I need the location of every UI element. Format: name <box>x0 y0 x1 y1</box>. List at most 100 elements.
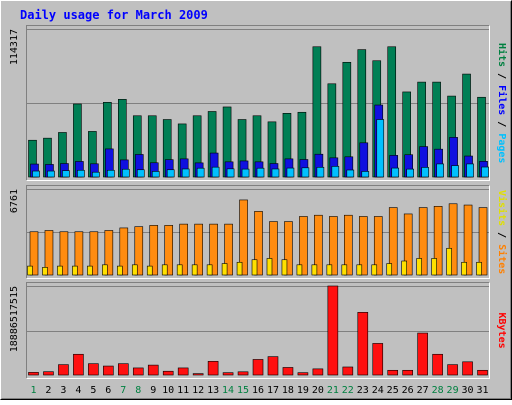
bar-sites-day-7 <box>117 265 123 276</box>
bar-sites-day-18 <box>281 259 288 276</box>
x-tick-label-day-22: 22 <box>342 385 354 396</box>
bar-visits-day-20 <box>314 214 323 276</box>
panel-hits-files-pages-border-light <box>26 25 490 181</box>
panel-visits-sites-legend: Visits / Sites <box>496 190 508 274</box>
panel-visits-sites-border-light <box>26 185 490 279</box>
bar-kbytes-day-1 <box>28 372 39 376</box>
bar-sites-day-20 <box>311 264 318 276</box>
bar-kbytes-day-11 <box>177 367 189 376</box>
bar-sites-day-22 <box>341 264 348 276</box>
x-tick-label-day-15: 15 <box>237 385 249 396</box>
bar-pages-day-11 <box>181 168 190 178</box>
bar-kbytes-day-21 <box>327 285 339 376</box>
frame-shadow-inner <box>1 1 511 399</box>
bar-kbytes-day-10 <box>162 370 174 376</box>
legend-kbytes: KBytes <box>496 313 507 349</box>
x-tick-label-day-26: 26 <box>402 385 414 396</box>
bar-visits-day-10 <box>164 225 174 276</box>
bar-visits-day-19 <box>299 216 308 276</box>
bar-pages-day-31 <box>481 166 489 178</box>
x-tick-label-day-6: 6 <box>105 385 111 396</box>
bar-pages-day-17 <box>271 168 280 178</box>
x-tick-label-day-20: 20 <box>312 385 324 396</box>
bar-kbytes-day-29 <box>447 364 458 376</box>
bar-sites-day-24 <box>371 264 378 276</box>
bar-sites-day-4 <box>72 265 78 276</box>
x-tick-label-day-9: 9 <box>150 385 156 396</box>
bar-visits-day-7 <box>119 227 129 276</box>
bar-sites-day-13 <box>206 264 213 276</box>
bar-sites-day-17 <box>266 258 273 276</box>
bar-sites-day-31 <box>476 261 482 276</box>
bar-visits-day-13 <box>209 223 218 276</box>
bar-visits-day-16 <box>254 211 263 276</box>
bar-visits-day-27 <box>418 207 428 276</box>
x-tick-label-day-18: 18 <box>282 385 294 396</box>
bar-sites-day-27 <box>416 258 422 276</box>
bar-kbytes-day-28 <box>432 353 443 376</box>
bar-pages-day-9 <box>151 171 160 178</box>
x-tick-label-day-23: 23 <box>357 385 369 396</box>
bar-pages-day-21 <box>331 166 340 178</box>
bar-sites-day-14 <box>221 263 228 276</box>
panel-visits-sites-border-dark <box>26 185 490 279</box>
bar-kbytes-day-18 <box>282 367 294 376</box>
x-tick-label-day-5: 5 <box>90 385 96 396</box>
bar-visits-day-25 <box>388 207 398 276</box>
bar-kbytes-day-16 <box>252 359 264 376</box>
x-tick-label-day-29: 29 <box>447 385 459 396</box>
panel-kbytes-border-light <box>26 282 490 379</box>
legend-sites: Sites <box>496 244 508 274</box>
bar-sites-day-25 <box>386 263 393 276</box>
bar-visits-day-17 <box>269 221 278 276</box>
bar-pages-day-6 <box>107 169 115 178</box>
bar-visits-day-8 <box>134 226 144 276</box>
panel-hits-files-pages-axis-max-label: 114317 <box>9 29 20 65</box>
bar-kbytes-day-20 <box>312 368 324 376</box>
x-tick-label-day-27: 27 <box>417 385 429 396</box>
bar-sites-day-29 <box>446 247 452 276</box>
bar-kbytes-day-7 <box>118 363 129 376</box>
x-tick-label-day-13: 13 <box>207 385 219 396</box>
legend-pages: Pages <box>496 133 507 163</box>
panel-kbytes-axis-max-label: 18886517515 <box>9 286 20 352</box>
bar-pages-day-15 <box>241 168 250 178</box>
bar-kbytes-day-22 <box>342 366 354 376</box>
bar-pages-day-12 <box>196 167 205 178</box>
bar-sites-day-1 <box>27 265 33 276</box>
bar-sites-day-16 <box>251 259 258 276</box>
x-tick-label-day-25: 25 <box>387 385 399 396</box>
bar-visits-day-24 <box>373 216 383 276</box>
x-tick-label-day-17: 17 <box>267 385 279 396</box>
bar-kbytes-day-3 <box>58 364 69 376</box>
x-tick-label-day-31: 31 <box>476 385 488 396</box>
bar-kbytes-day-26 <box>402 369 413 376</box>
bar-sites-day-19 <box>296 264 303 276</box>
bar-kbytes-day-12 <box>192 373 204 376</box>
x-tick-label-day-21: 21 <box>327 385 339 396</box>
bar-visits-day-2 <box>44 230 54 276</box>
x-tick-label-day-7: 7 <box>120 385 126 396</box>
x-tick-label-day-11: 11 <box>177 385 189 396</box>
panel-kbytes-border-dark <box>26 282 490 379</box>
bar-pages-day-7 <box>122 168 130 178</box>
x-tick-label-day-8: 8 <box>135 385 141 396</box>
bar-sites-day-28 <box>431 258 437 276</box>
bar-pages-day-8 <box>136 169 145 178</box>
bar-pages-day-3 <box>62 170 70 178</box>
panel-hits-files-pages-border-dark <box>26 25 490 181</box>
bar-visits-day-6 <box>104 230 114 276</box>
panel-visits-sites-axis-max-label: 6761 <box>9 189 20 213</box>
bar-visits-day-9 <box>149 225 159 276</box>
bar-pages-day-23 <box>361 171 370 178</box>
bar-kbytes-day-17 <box>267 356 279 376</box>
bar-sites-day-3 <box>57 265 63 276</box>
bar-visits-day-3 <box>59 231 69 276</box>
bar-pages-day-10 <box>166 169 175 178</box>
panel-kbytes-legend: KBytes <box>496 313 507 349</box>
x-tick-label-day-4: 4 <box>75 385 81 396</box>
bar-sites-day-21 <box>326 264 333 276</box>
bar-kbytes-day-24 <box>372 343 384 376</box>
